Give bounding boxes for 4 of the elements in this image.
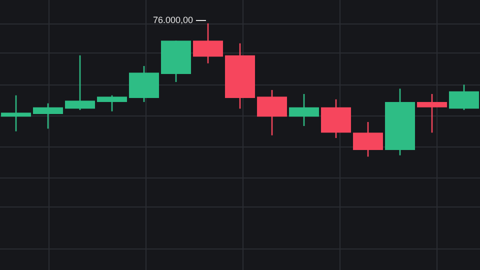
candlestick: [65, 54, 95, 111]
candlestick: [417, 93, 447, 134]
candlestick: [1, 94, 31, 132]
annotation: 76.000,00: [152, 15, 193, 26]
